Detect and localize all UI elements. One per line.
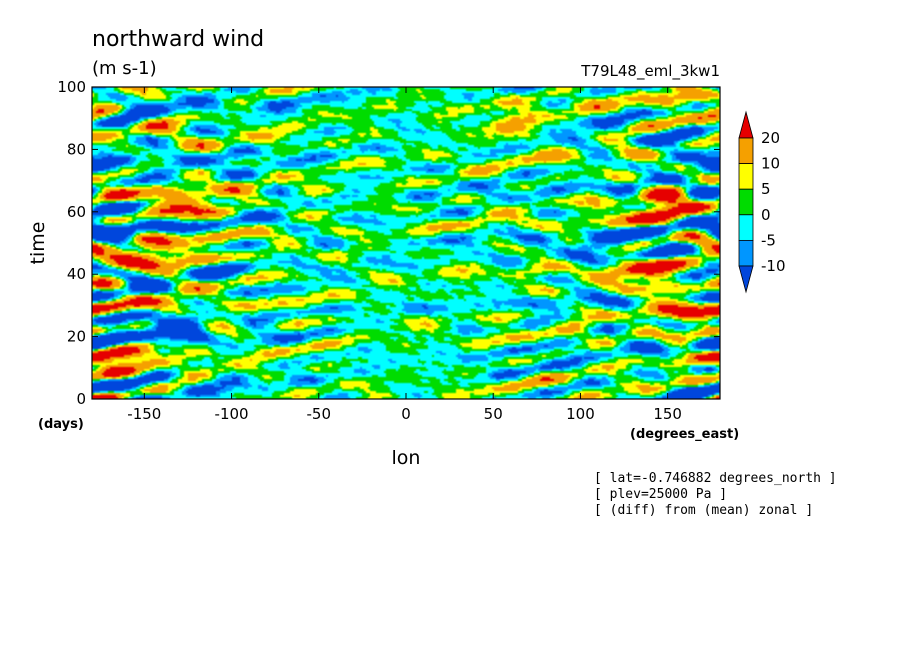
annotation-diff: [ (diff) from (mean) zonal ]	[594, 503, 813, 518]
colorbar-label: 10	[761, 155, 780, 173]
experiment-label: T79L48_eml_3kw1	[580, 62, 720, 81]
colorbar-label: -10	[761, 257, 786, 275]
chart-title: northward wind	[92, 27, 264, 52]
x-tick-label: -150	[127, 405, 161, 423]
colorbar-over-arrow	[738, 110, 754, 139]
colorbar-segment	[738, 137, 754, 165]
colorbar-segment	[738, 188, 754, 216]
y-tick-label: 40	[67, 265, 86, 283]
colorbar-under-arrow	[738, 265, 754, 294]
x-axis: -150 -100 -50 0 50 100 150	[127, 87, 682, 423]
y-tick-label: 60	[67, 203, 86, 221]
y-axis-label: time	[27, 222, 49, 265]
colorbar-label: 5	[761, 180, 771, 198]
colorbar-label: 20	[761, 129, 780, 147]
x-tick-label: 50	[484, 405, 503, 423]
colorbar-label: -5	[761, 231, 776, 249]
y-tick-label: 20	[67, 328, 86, 346]
y-tick-label: 0	[76, 390, 86, 408]
colorbar-segment	[738, 214, 754, 241]
y-tick-label: 80	[67, 140, 86, 158]
colorbar-segment	[738, 239, 754, 267]
x-unit-label: (degrees_east)	[630, 427, 739, 442]
annotation-latitude: [ lat=-0.746882 degrees_north ]	[594, 471, 837, 486]
x-tick-label: -50	[307, 405, 332, 423]
colorbar-label: 0	[761, 206, 771, 224]
y-tick-label: 100	[57, 78, 86, 96]
heatmap-field	[92, 87, 720, 399]
colorbar-segment	[738, 163, 754, 190]
y-axis: 0 20 40 60 80 100	[57, 78, 720, 408]
plot-area	[91, 86, 721, 400]
units-label: (m s-1)	[92, 58, 157, 79]
x-tick-label: 0	[401, 405, 411, 423]
x-tick-label: -100	[215, 405, 249, 423]
colorbar: 20 10 5 0 -5 -10	[738, 110, 786, 294]
annotation-pressure-level: [ plev=25000 Pa ]	[594, 487, 727, 502]
x-tick-label: 100	[566, 405, 595, 423]
y-unit-label: (days)	[38, 417, 84, 432]
x-axis-label: lon	[392, 447, 421, 469]
x-tick-label: 150	[653, 405, 682, 423]
